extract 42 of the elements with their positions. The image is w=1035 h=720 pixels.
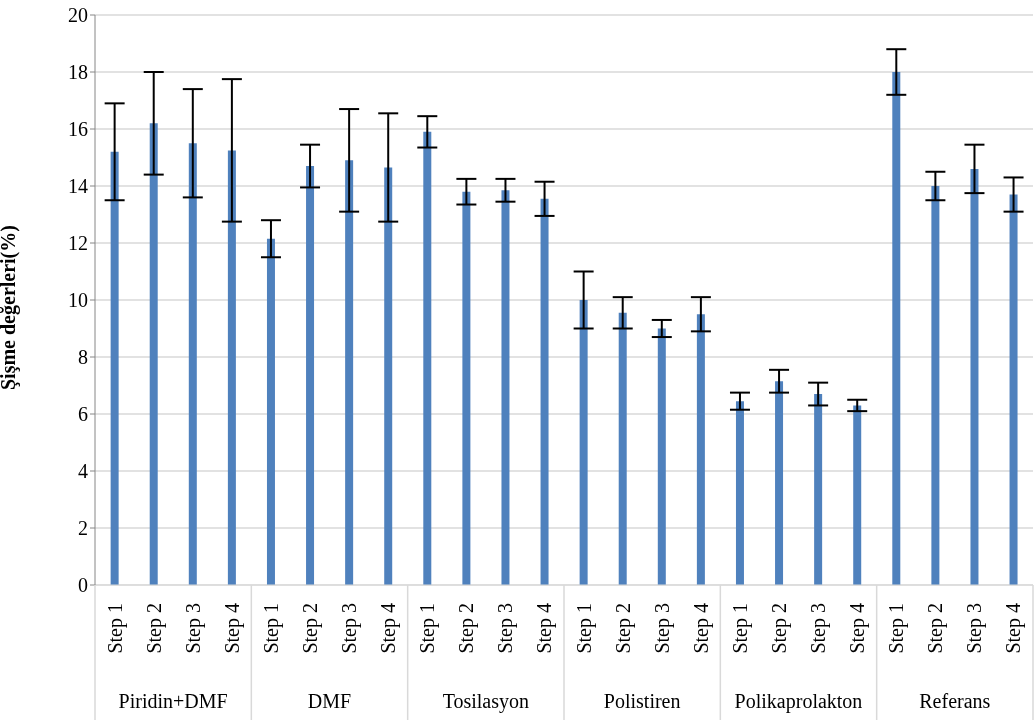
- text: Polistiren: [603, 690, 681, 712]
- x-tick-label: Step 4: [377, 603, 401, 654]
- x-tick-label: Step 2: [298, 603, 322, 654]
- x-tick-label: Step 3: [963, 603, 987, 654]
- text: Tosilasyon: [442, 690, 530, 713]
- x-tick-label: Step 3: [807, 603, 831, 654]
- x-tick-label: Step 4: [846, 603, 870, 654]
- x-tick-label: Step 4: [220, 603, 244, 654]
- x-tick-label: Step 1: [728, 603, 752, 654]
- y-tick-label: 6: [78, 403, 88, 426]
- text: DMF: [307, 690, 352, 712]
- x-tick-label: Step 4: [533, 603, 557, 654]
- y-tick-label: 16: [68, 118, 88, 141]
- y-tick-label: 12: [68, 232, 88, 255]
- x-tick-label: Step 1: [259, 603, 283, 654]
- y-tick-label: 4: [78, 460, 88, 483]
- x-tick-label: Step 1: [572, 603, 596, 654]
- x-tick-label: Step 3: [494, 603, 518, 654]
- x-tick-label: Step 1: [885, 603, 909, 654]
- x-tick-label: Step 4: [689, 603, 713, 654]
- x-tick-label: Step 2: [767, 603, 791, 654]
- x-tick-label: Step 2: [142, 603, 166, 654]
- x-tick-label: Step 1: [416, 603, 440, 654]
- text: Polikaprolakton: [734, 690, 863, 713]
- y-tick-label: 20: [68, 4, 88, 27]
- x-tick-label: Step 4: [1002, 603, 1026, 654]
- y-axis-title: Şişme değerleri(%): [0, 225, 21, 390]
- text: Referans: [919, 690, 991, 712]
- x-tick-label: Step 3: [181, 603, 205, 654]
- x-tick-label: Step 2: [611, 603, 635, 654]
- y-tick-label: 14: [68, 175, 88, 198]
- y-tick-label: 8: [78, 346, 88, 369]
- text: Piridin+DMF: [118, 690, 228, 712]
- y-tick-label: 0: [78, 574, 88, 597]
- x-tick-label: Step 3: [338, 603, 362, 654]
- x-tick-label: Step 2: [924, 603, 948, 654]
- y-tick-label: 2: [78, 517, 88, 540]
- y-tick-label: 18: [68, 61, 88, 84]
- y-tick-label: 10: [68, 289, 88, 312]
- x-tick-label: Step 3: [650, 603, 674, 654]
- x-tick-label: Step 1: [103, 603, 127, 654]
- x-tick-label: Step 2: [455, 603, 479, 654]
